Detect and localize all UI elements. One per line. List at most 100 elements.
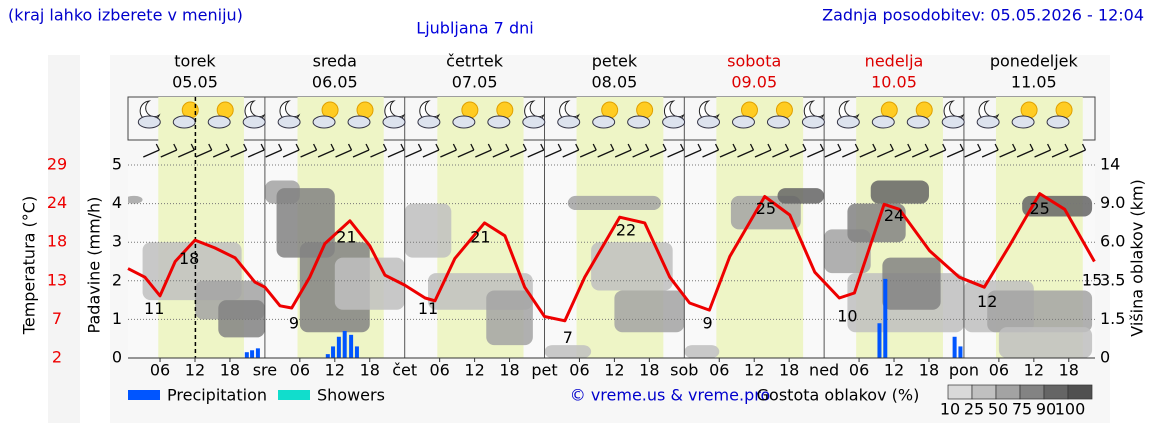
temp-tick-label: 2 [52, 348, 62, 367]
precip-bar [958, 346, 962, 358]
temperature-label: 22 [616, 221, 636, 240]
cloud-icon [243, 116, 265, 128]
x-tick-label: sre [253, 361, 277, 380]
cloud-tick-label: 0 [1100, 348, 1110, 367]
temperature-label: 7 [563, 328, 573, 347]
cloud-area [871, 180, 929, 203]
cloud-icon [453, 116, 475, 128]
x-tick-label: 18 [499, 361, 519, 380]
cloud-icon [942, 116, 964, 128]
x-tick-label: pet [531, 361, 557, 380]
cloud-legend-label: 100 [1055, 400, 1086, 419]
cloud-legend-label: 50 [988, 400, 1008, 419]
y-axis-label: Padavine (mm/h) [85, 197, 104, 334]
update-time: Zadnja posodobitev: 05.05.2026 - 12:04 [822, 6, 1144, 25]
precip-bar [337, 337, 341, 358]
cloud-icon [802, 116, 824, 128]
cloud-axis-label: Višina oblakov (km) [1128, 179, 1147, 336]
cloud-icon [907, 116, 929, 128]
day-date: 06.05 [312, 73, 358, 92]
x-tick-label: 12 [744, 361, 764, 380]
day-name: ponedeljek [990, 52, 1079, 71]
cloud-icon [767, 116, 789, 128]
cloud-legend-label: 75 [1012, 400, 1032, 419]
cloud-legend-box [996, 385, 1020, 399]
temp-axis-label: Temperatura (°C) [20, 196, 39, 335]
temperature-label: 9 [289, 313, 299, 332]
cloud-area [335, 258, 405, 310]
cloud-area [568, 196, 661, 210]
temperature-label: 15 [1082, 271, 1102, 290]
x-tick-label: 06 [849, 361, 869, 380]
x-tick-label: 06 [290, 361, 310, 380]
cloud-icon [628, 116, 650, 128]
x-tick-label: pon [949, 361, 979, 380]
cloud-legend-label: 90 [1036, 400, 1056, 419]
cloud-icon [1012, 116, 1034, 128]
cloud-icon [278, 116, 300, 128]
meteogram: (kraj lahko izberete v meniju) Zadnja po… [0, 0, 1152, 443]
cloud-icon [313, 116, 335, 128]
cloud-legend-title: Gostota oblakov (%) [757, 386, 920, 405]
cloud-area [882, 258, 940, 310]
temperature-label: 25 [1029, 199, 1049, 218]
cloud-icon [732, 116, 754, 128]
cloud-area [999, 327, 1092, 358]
cloud-icon [872, 116, 894, 128]
cloud-legend-box [972, 385, 996, 399]
x-tick-label: 18 [779, 361, 799, 380]
cloud-legend-label: 25 [964, 400, 984, 419]
precip-bar [953, 337, 957, 358]
cloud-area [218, 300, 265, 337]
day-date: 08.05 [592, 73, 638, 92]
temperature-label: 10 [837, 306, 857, 325]
x-tick-label: sob [670, 361, 698, 380]
y-tick-label: 4 [112, 193, 122, 212]
legend-label: Precipitation [167, 386, 267, 405]
cloud-icon [173, 116, 195, 128]
x-tick-label: 18 [220, 361, 240, 380]
x-tick-label: 06 [150, 361, 170, 380]
x-tick-label: čet [392, 361, 417, 380]
cloud-icon [698, 116, 720, 128]
cloud-area [987, 290, 1092, 332]
day-name: sobota [727, 52, 781, 71]
precip-bar [245, 352, 249, 358]
cloud-tick-label: 14 [1100, 155, 1120, 174]
x-tick-label: 06 [989, 361, 1009, 380]
day-date: 05.05 [172, 73, 218, 92]
legend-swatch [128, 390, 160, 400]
day-name: petek [592, 52, 638, 71]
temperature-label: 18 [179, 249, 199, 268]
day-date: 07.05 [452, 73, 498, 92]
temperature-label: 24 [884, 206, 904, 225]
cloud-icon [348, 116, 370, 128]
temperature-label: 12 [977, 292, 997, 311]
precip-bar [331, 346, 335, 358]
y-tick-label: 2 [112, 270, 122, 289]
cloud-icon [418, 116, 440, 128]
cloud-icon [837, 116, 859, 128]
precip-bar [349, 335, 353, 358]
temperature-label: 9 [703, 313, 713, 332]
cloud-tick-label: 3.5 [1100, 270, 1125, 289]
menu-hint: (kraj lahko izberete v meniju) [8, 6, 243, 25]
temperature-label: 11 [144, 299, 164, 318]
credit: © vreme.us & vreme.pro [570, 386, 771, 405]
x-tick-label: 18 [1059, 361, 1079, 380]
temp-tick-label: 29 [47, 155, 67, 174]
precip-bar [343, 331, 347, 358]
cloud-icon [488, 116, 510, 128]
precip-bar [326, 354, 330, 358]
cloud-legend-label: 10 [940, 400, 960, 419]
x-tick-label: 12 [884, 361, 904, 380]
precip-bar [355, 346, 359, 358]
x-tick-label: 18 [360, 361, 380, 380]
x-tick-label: 12 [464, 361, 484, 380]
x-tick-label: ned [809, 361, 839, 380]
cloud-legend-box [1068, 385, 1092, 399]
x-tick-label: 06 [709, 361, 729, 380]
cloud-legend-box [1044, 385, 1068, 399]
x-tick-label: 18 [919, 361, 939, 380]
precip-bar [256, 348, 260, 358]
